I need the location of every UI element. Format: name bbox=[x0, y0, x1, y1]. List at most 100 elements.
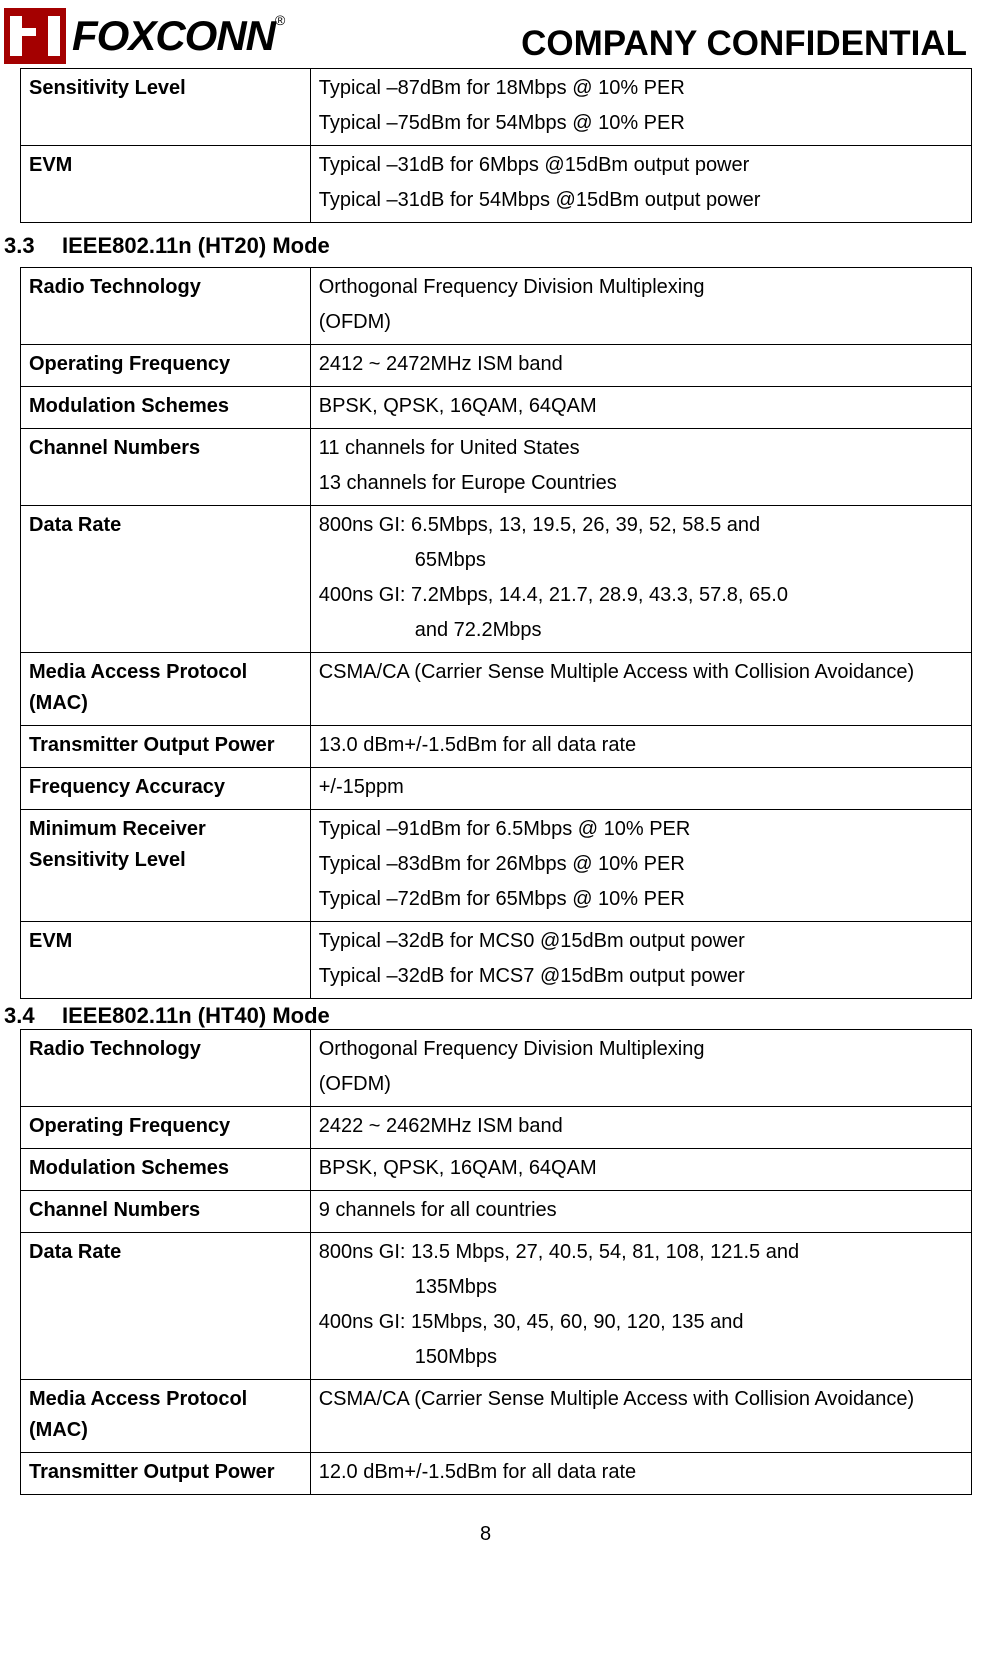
spec-value-line: +/-15ppm bbox=[319, 772, 963, 803]
table-row: Frequency Accuracy +/-15ppm bbox=[21, 768, 972, 810]
spec-value: 9 channels for all countries bbox=[310, 1191, 971, 1233]
logo-text: FOXCONN® bbox=[72, 12, 284, 60]
spec-label: Minimum Receiver Sensitivity Level bbox=[21, 810, 311, 922]
table-row: Operating Frequency 2412 ~ 2472MHz ISM ba… bbox=[21, 345, 972, 387]
section-heading-3-3: 3.3IEEE802.11n (HT20) Mode bbox=[4, 233, 967, 259]
spec-value-line: 13.0 dBm+/-1.5dBm for all data rate bbox=[319, 730, 963, 761]
spec-label: Radio Technology bbox=[21, 1030, 311, 1107]
spec-label: Frequency Accuracy bbox=[21, 768, 311, 810]
spec-value: Orthogonal Frequency Division Multiplexi… bbox=[310, 268, 971, 345]
table-row: Minimum Receiver Sensitivity LevelTypica… bbox=[21, 810, 972, 922]
table-row: Sensitivity LevelTypical –87dBm for 18Mb… bbox=[21, 69, 972, 146]
spec-value: 2412 ~ 2472MHz ISM band bbox=[310, 345, 971, 387]
spec-value: Orthogonal Frequency Division Multiplexi… bbox=[310, 1030, 971, 1107]
table-row: EVM Typical –31dB for 6Mbps @15dBm output… bbox=[21, 146, 972, 223]
spec-label: EVM bbox=[21, 922, 311, 999]
spec-value-line: 800ns GI: 6.5Mbps, 13, 19.5, 26, 39, 52,… bbox=[319, 510, 963, 541]
spec-value-line: 400ns GI: 15Mbps, 30, 45, 60, 90, 120, 1… bbox=[319, 1307, 963, 1338]
spec-value-line: Orthogonal Frequency Division Multiplexi… bbox=[319, 1034, 963, 1065]
spec-value-line: 9 channels for all countries bbox=[319, 1195, 963, 1226]
spec-value: 800ns GI: 6.5Mbps, 13, 19.5, 26, 39, 52,… bbox=[310, 506, 971, 653]
spec-value-line: (OFDM) bbox=[319, 1069, 963, 1100]
spec-label: Modulation Schemes bbox=[21, 1149, 311, 1191]
spec-value-line: BPSK, QPSK, 16QAM, 64QAM bbox=[319, 391, 963, 422]
section-heading-3-4: 3.4IEEE802.11n (HT40) Mode bbox=[4, 1003, 967, 1029]
spec-value: BPSK, QPSK, 16QAM, 64QAM bbox=[310, 1149, 971, 1191]
spec-value: Typical –31dB for 6Mbps @15dBm output po… bbox=[310, 146, 971, 223]
spec-value: 13.0 dBm+/-1.5dBm for all data rate bbox=[310, 726, 971, 768]
logo: FOXCONN® bbox=[4, 8, 284, 64]
spec-value: Typical –32dB for MCS0 @15dBm output pow… bbox=[310, 922, 971, 999]
table-row: Media Access Protocol (MAC) CSMA/CA (Carr… bbox=[21, 653, 972, 726]
spec-label: Modulation Schemes bbox=[21, 387, 311, 429]
confidential-label: COMPANY CONFIDENTIAL bbox=[521, 24, 967, 64]
spec-label: Media Access Protocol (MAC) bbox=[21, 653, 311, 726]
spec-value: BPSK, QPSK, 16QAM, 64QAM bbox=[310, 387, 971, 429]
spec-value-line: Typical –87dBm for 18Mbps @ 10% PER bbox=[319, 73, 963, 104]
table-row: Channel Numbers 9 channels for all countr… bbox=[21, 1191, 972, 1233]
spec-label: Transmitter Output Power bbox=[21, 1453, 311, 1495]
spec-value: 800ns GI: 13.5 Mbps, 27, 40.5, 54, 81, 1… bbox=[310, 1233, 971, 1380]
spec-label: Operating Frequency bbox=[21, 345, 311, 387]
table-row: Channel Numbers11 channels for United St… bbox=[21, 429, 972, 506]
spec-label: Data Rate bbox=[21, 506, 311, 653]
spec-label: Data Rate bbox=[21, 1233, 311, 1380]
spec-value-line: Typical –72dBm for 65Mbps @ 10% PER bbox=[319, 884, 963, 915]
spec-label: Channel Numbers bbox=[21, 1191, 311, 1233]
spec-value-line: 400ns GI: 7.2Mbps, 14.4, 21.7, 28.9, 43.… bbox=[319, 580, 963, 611]
table-row: Operating Frequency 2422 ~ 2462MHz ISM ba… bbox=[21, 1107, 972, 1149]
table-row: Transmitter Output Power 13.0 dBm+/-1.5dB… bbox=[21, 726, 972, 768]
table-row: Media Access Protocol (MAC) CSMA/CA (Carr… bbox=[21, 1380, 972, 1453]
spec-label: Radio Technology bbox=[21, 268, 311, 345]
spec-value: 11 channels for United States 13 channels… bbox=[310, 429, 971, 506]
spec-label: Operating Frequency bbox=[21, 1107, 311, 1149]
spec-value-line: CSMA/CA (Carrier Sense Multiple Access w… bbox=[319, 657, 963, 688]
spec-value: Typical –91dBm for 6.5Mbps @ 10% PERTypi… bbox=[310, 810, 971, 922]
spec-value-line: Typical –32dB for MCS0 @15dBm output pow… bbox=[319, 926, 963, 957]
table-row: Data Rate 800ns GI: 6.5Mbps, 13, 19.5, 26… bbox=[21, 506, 972, 653]
spec-value-line: 800ns GI: 13.5 Mbps, 27, 40.5, 54, 81, 1… bbox=[319, 1237, 963, 1268]
spec-label: EVM bbox=[21, 146, 311, 223]
spec-value-line: Typical –83dBm for 26Mbps @ 10% PER bbox=[319, 849, 963, 880]
spec-value-line: and 72.2Mbps bbox=[319, 615, 963, 646]
spec-value-line: 150Mbps bbox=[319, 1342, 963, 1373]
spec-value: +/-15ppm bbox=[310, 768, 971, 810]
spec-value-line: 2422 ~ 2462MHz ISM band bbox=[319, 1111, 963, 1142]
spec-value-line: Typical –32dB for MCS7 @15dBm output pow… bbox=[319, 961, 963, 992]
spec-value: Typical –87dBm for 18Mbps @ 10% PER Typic… bbox=[310, 69, 971, 146]
spec-value-line: Orthogonal Frequency Division Multiplexi… bbox=[319, 272, 963, 303]
spec-value: 2422 ~ 2462MHz ISM band bbox=[310, 1107, 971, 1149]
spec-value-line: 11 channels for United States bbox=[319, 433, 963, 464]
spec-value-line: BPSK, QPSK, 16QAM, 64QAM bbox=[319, 1153, 963, 1184]
spec-value: CSMA/CA (Carrier Sense Multiple Access w… bbox=[310, 653, 971, 726]
spec-value: 12.0 dBm+/-1.5dBm for all data rate bbox=[310, 1453, 971, 1495]
spec-value-line: (OFDM) bbox=[319, 307, 963, 338]
table-row: Data Rate 800ns GI: 13.5 Mbps, 27, 40.5, … bbox=[21, 1233, 972, 1380]
spec-value-line: 12.0 dBm+/-1.5dBm for all data rate bbox=[319, 1457, 963, 1488]
spec-value-line: 135Mbps bbox=[319, 1272, 963, 1303]
spec-value-line: Typical –31dB for 54Mbps @15dBm output p… bbox=[319, 185, 963, 216]
table-row: Transmitter Output Power 12.0 dBm+/-1.5dB… bbox=[21, 1453, 972, 1495]
spec-label: Sensitivity Level bbox=[21, 69, 311, 146]
page-header: FOXCONN® COMPANY CONFIDENTIAL bbox=[4, 8, 967, 64]
table-row: Modulation Schemes BPSK, QPSK, 16QAM, 64Q… bbox=[21, 387, 972, 429]
spec-label: Channel Numbers bbox=[21, 429, 311, 506]
spec-value-line: 65Mbps bbox=[319, 545, 963, 576]
spec-value-line: CSMA/CA (Carrier Sense Multiple Access w… bbox=[319, 1384, 963, 1415]
table-row: Radio Technology Orthogonal Frequency Div… bbox=[21, 1030, 972, 1107]
foxconn-logo-icon bbox=[4, 8, 66, 64]
page-number: 8 bbox=[4, 1523, 967, 1546]
spec-value-line: 2412 ~ 2472MHz ISM band bbox=[319, 349, 963, 380]
spec-label: Media Access Protocol (MAC) bbox=[21, 1380, 311, 1453]
spec-table-top: Sensitivity LevelTypical –87dBm for 18Mb… bbox=[20, 68, 972, 223]
spec-table-ht40: Radio Technology Orthogonal Frequency Div… bbox=[20, 1029, 972, 1495]
spec-value-line: Typical –75dBm for 54Mbps @ 10% PER bbox=[319, 108, 963, 139]
table-row: Radio Technology Orthogonal Frequency Div… bbox=[21, 268, 972, 345]
spec-label: Transmitter Output Power bbox=[21, 726, 311, 768]
spec-value: CSMA/CA (Carrier Sense Multiple Access w… bbox=[310, 1380, 971, 1453]
spec-table-ht20: Radio Technology Orthogonal Frequency Div… bbox=[20, 267, 972, 999]
spec-value-line: Typical –31dB for 6Mbps @15dBm output po… bbox=[319, 150, 963, 181]
table-row: EVM Typical –32dB for MCS0 @15dBm output … bbox=[21, 922, 972, 999]
spec-value-line: 13 channels for Europe Countries bbox=[319, 468, 963, 499]
table-row: Modulation Schemes BPSK, QPSK, 16QAM, 64Q… bbox=[21, 1149, 972, 1191]
